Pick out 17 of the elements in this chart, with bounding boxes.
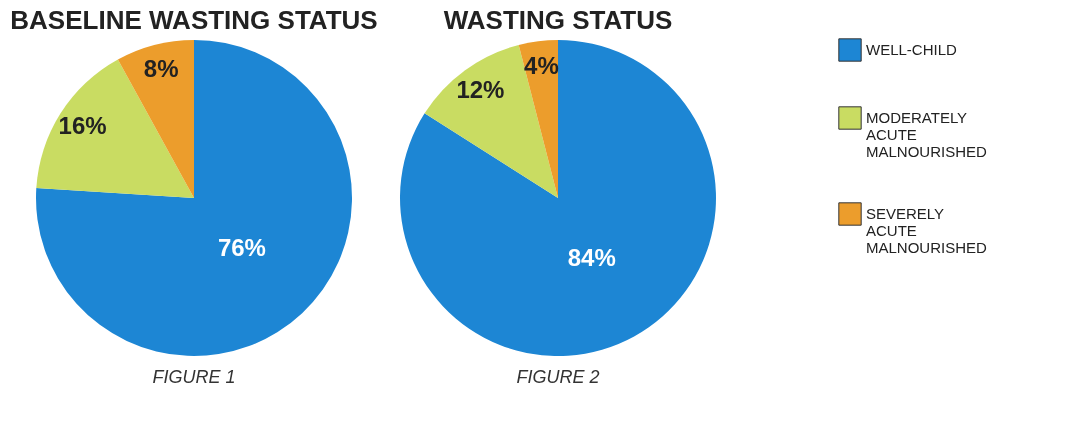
legend-label: SEVERELY ACUTE MALNOURISHED [866, 205, 988, 256]
caption: FIGURE 2 [516, 367, 600, 387]
data-label: 8% [143, 55, 179, 83]
pie-slice [36, 40, 352, 356]
legend-label: MODERATELY ACUTE MALNOURISHED [866, 109, 988, 160]
pie-slice [400, 40, 716, 356]
data-label: 84% [567, 244, 616, 272]
pie-slice [117, 40, 194, 198]
chart-title: BASELINE WASTING STATUS [10, 5, 378, 35]
pie-slice [36, 59, 194, 198]
data-label: 76% [217, 234, 266, 262]
data-label: 12% [456, 76, 505, 104]
caption: FIGURE 1 [152, 367, 236, 387]
legend-label: WELL-CHILD [866, 41, 958, 58]
data-label: 16% [58, 112, 107, 140]
chart-title: WASTING STATUS [443, 5, 673, 35]
pie-slice [424, 44, 558, 198]
